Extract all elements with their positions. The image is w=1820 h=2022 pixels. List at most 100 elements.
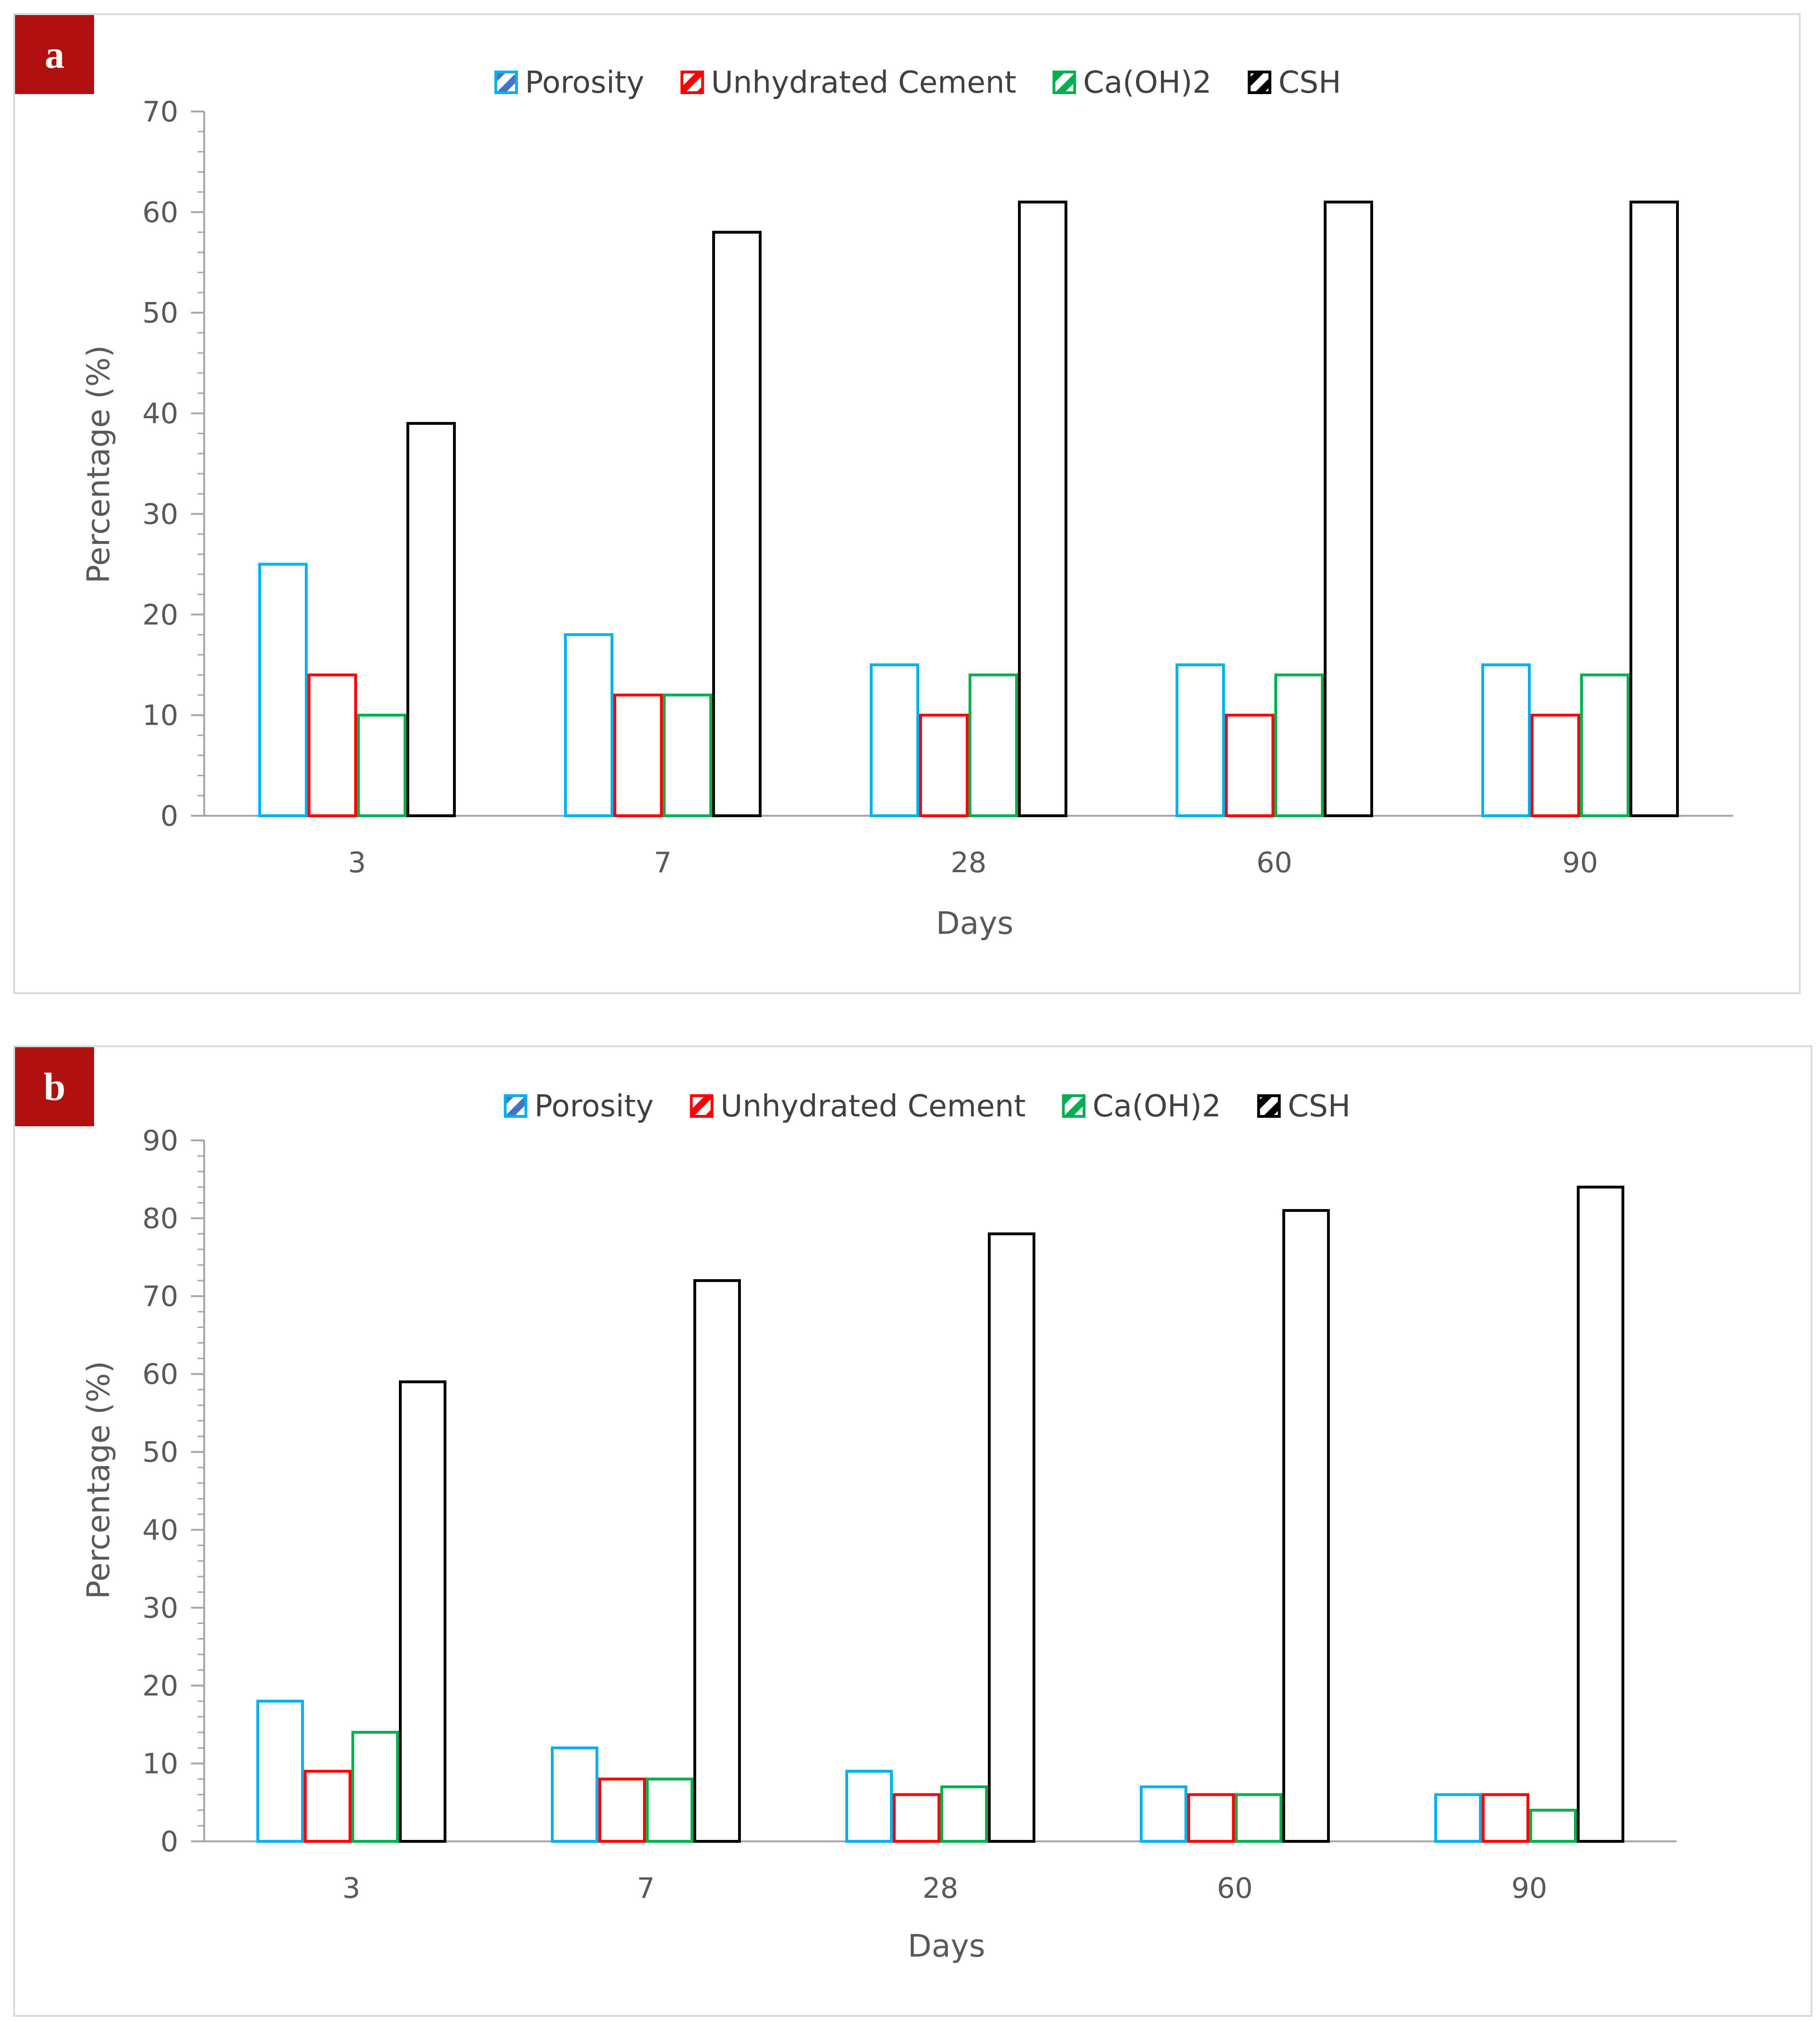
bar-porosity-day-90 (1434, 1793, 1482, 1843)
bar-porosity-day-3 (258, 563, 308, 818)
y-tick-label: 30 (143, 498, 178, 531)
bar-caoh2-day-28 (969, 673, 1018, 817)
x-tick-label: 7 (637, 1872, 655, 1905)
bar-chart-b: Porosity Unhydrated Cement Ca(OH)2 CSH 0 10 2… (80, 1089, 1677, 1964)
y-tick-label: 10 (143, 699, 178, 732)
chart-panel-a: a Porosity Unhydrated Cement Ca(OH)2 CSH 0 1… (13, 13, 1801, 994)
x-tick-label: 3 (348, 846, 366, 879)
x-axis-title: Days (936, 905, 1014, 941)
panel-tag-a: a (15, 15, 94, 94)
bar-unhydrated-cement-day-3 (308, 673, 357, 817)
y-tick-label: 10 (143, 1747, 178, 1780)
bar-porosity-day-60 (1140, 1785, 1187, 1843)
x-axis: 3 7 28 60 90 (204, 815, 1733, 879)
legend-label-csh: CSH (1279, 65, 1341, 100)
y-tick-label: 30 (143, 1592, 178, 1624)
legend-label-unhydrated-cement: Unhydrated Cement (721, 1089, 1026, 1124)
legend-label-caoh2: Ca(OH)2 (1093, 1089, 1221, 1124)
y-tick-label: 50 (143, 1436, 178, 1469)
bar-chart-a: Porosity Unhydrated Cement Ca(OH)2 CSH 0 10 2… (80, 65, 1733, 941)
bar-caoh2-day-60 (1235, 1793, 1282, 1843)
x-tick-label: 28 (922, 1872, 958, 1905)
bar-porosity-day-7 (551, 1746, 598, 1843)
bar-csh-day-60 (1282, 1209, 1330, 1843)
legend-label-unhydrated-cement: Unhydrated Cement (711, 65, 1017, 100)
legend-swatch-unhydrated-cement (690, 1094, 714, 1118)
bar-unhydrated-cement-day-7 (598, 1777, 646, 1843)
y-axis: 0 10 20 30 40 50 60 70 (143, 96, 205, 833)
legend-swatch-csh (1257, 1094, 1281, 1118)
chart-panel-b: b Porosity Unhydrated Cement Ca(OH)2 CSH 0 1… (13, 1045, 1812, 2017)
bar-porosity-day-28 (845, 1770, 893, 1843)
legend-swatch-porosity (504, 1094, 527, 1118)
legend-swatch-caoh2 (1052, 71, 1076, 94)
legend-label-caoh2: Ca(OH)2 (1083, 65, 1212, 100)
x-axis: 3 7 28 60 90 (204, 1840, 1677, 1905)
bar-caoh2-day-7 (646, 1777, 693, 1843)
bar-porosity-day-28 (870, 663, 919, 817)
bar-unhydrated-cement-day-60 (1187, 1793, 1235, 1843)
bar-csh-day-28 (1018, 200, 1067, 817)
x-tick-label: 28 (951, 846, 986, 879)
y-tick-label: 50 (143, 297, 178, 330)
bar-porosity-day-90 (1481, 663, 1531, 817)
bar-csh-day-60 (1324, 200, 1373, 817)
y-tick-label: 20 (143, 598, 178, 631)
x-tick-label: 90 (1511, 1872, 1547, 1905)
y-tick-label: 60 (143, 1358, 178, 1391)
legend-label-porosity: Porosity (525, 65, 644, 100)
y-tick-label: 80 (143, 1202, 178, 1235)
legend-label-porosity: Porosity (534, 1089, 654, 1124)
legend-label-csh: CSH (1288, 1089, 1351, 1124)
y-tick-label: 40 (143, 398, 178, 430)
y-tick-label: 0 (160, 1825, 178, 1858)
bars (256, 1186, 1624, 1843)
legend: Porosity Unhydrated Cement Ca(OH)2 CSH (504, 1089, 1351, 1124)
legend-swatch-unhydrated-cement (680, 71, 704, 94)
y-tick-label: 70 (143, 1280, 178, 1313)
legend-swatch-caoh2 (1062, 1094, 1086, 1118)
bar-unhydrated-cement-day-7 (613, 693, 663, 818)
bar-caoh2-day-90 (1529, 1808, 1577, 1843)
bar-caoh2-day-28 (940, 1785, 988, 1843)
bars (258, 200, 1679, 818)
legend-swatch-csh (1248, 71, 1272, 94)
bar-csh-day-28 (988, 1232, 1035, 1843)
bar-unhydrated-cement-day-3 (304, 1770, 351, 1843)
bar-caoh2-day-90 (1580, 673, 1629, 817)
bar-csh-day-90 (1629, 200, 1679, 817)
bar-caoh2-day-60 (1274, 673, 1324, 817)
bar-csh-day-90 (1577, 1186, 1624, 1843)
y-tick-label: 40 (143, 1514, 178, 1547)
bar-csh-day-3 (406, 422, 456, 817)
x-tick-label: 60 (1256, 846, 1292, 879)
bar-unhydrated-cement-day-28 (893, 1793, 940, 1843)
y-tick-label: 60 (143, 196, 178, 229)
x-tick-label: 3 (342, 1872, 360, 1905)
bar-porosity-day-3 (256, 1700, 304, 1843)
y-axis: 0 10 20 30 40 50 60 70 80 90 (143, 1124, 205, 1858)
bar-csh-day-7 (712, 231, 762, 818)
x-tick-label: 90 (1562, 846, 1598, 879)
bar-unhydrated-cement-day-90 (1531, 714, 1580, 817)
bar-unhydrated-cement-day-28 (919, 714, 969, 817)
x-axis-title: Days (908, 1928, 986, 1964)
legend: Porosity Unhydrated Cement Ca(OH)2 CSH (494, 65, 1341, 100)
x-tick-label: 60 (1217, 1872, 1253, 1905)
bar-caoh2-day-3 (357, 714, 406, 817)
x-tick-label: 7 (654, 846, 672, 879)
y-tick-label: 0 (160, 800, 178, 833)
legend-swatch-porosity (494, 71, 518, 94)
bar-unhydrated-cement-day-90 (1482, 1793, 1529, 1843)
panel-tag-b: b (15, 1047, 94, 1126)
y-tick-label: 20 (143, 1670, 178, 1703)
bar-csh-day-3 (399, 1380, 446, 1843)
bar-porosity-day-60 (1176, 663, 1225, 817)
bar-caoh2-day-7 (663, 693, 712, 818)
bar-unhydrated-cement-day-60 (1225, 714, 1274, 817)
bar-csh-day-7 (693, 1279, 741, 1843)
y-tick-label: 70 (143, 96, 178, 128)
y-axis-title: Percentage (%) (80, 1361, 117, 1599)
bar-caoh2-day-3 (351, 1731, 399, 1843)
y-tick-label: 90 (143, 1124, 178, 1157)
